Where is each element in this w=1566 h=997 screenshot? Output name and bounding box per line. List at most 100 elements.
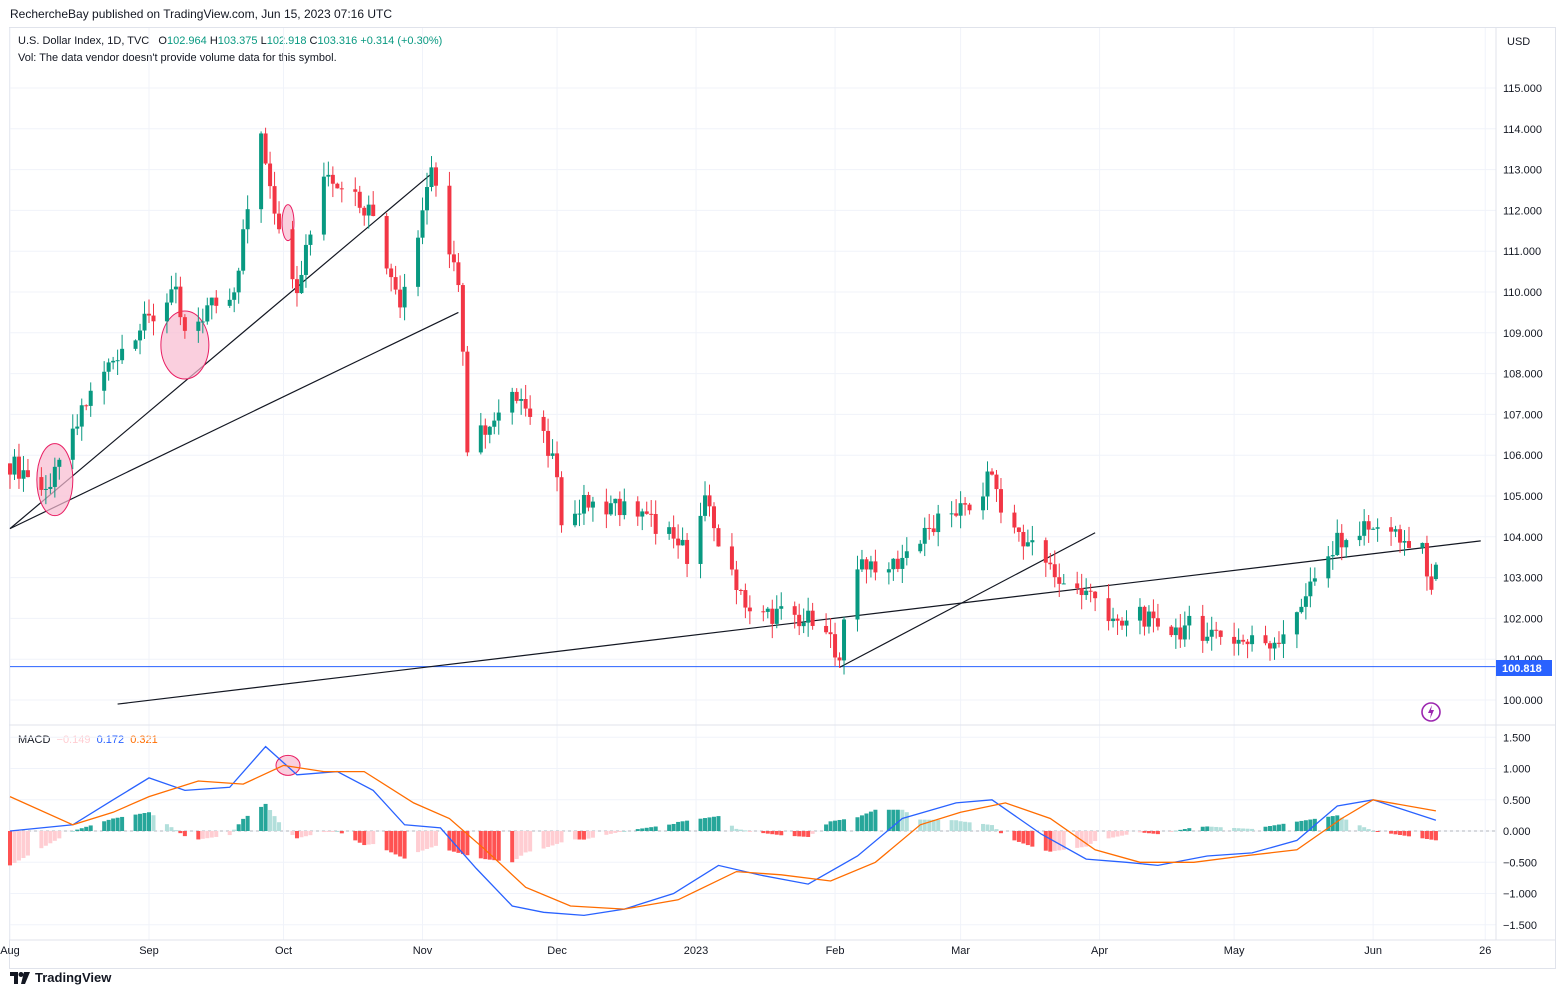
macd-histogram-bar (1088, 831, 1093, 844)
macd-histogram-bar (904, 812, 909, 831)
macd-histogram-bar (640, 828, 645, 831)
candle-up (958, 503, 963, 516)
price-tick-label: 104.000 (1503, 532, 1543, 544)
candle-down (25, 470, 30, 478)
candle-up (1335, 532, 1340, 556)
trendline-rising[interactable] (9, 311, 459, 530)
macd-histogram-bar (425, 831, 430, 849)
candle-down (272, 186, 277, 214)
macd-histogram-bar (1245, 828, 1250, 831)
candle-up (1303, 596, 1308, 607)
symbol-name[interactable]: U.S. Dollar Index, 1D, TVC (18, 35, 150, 47)
candle-down (1339, 532, 1344, 548)
candle-up (985, 471, 990, 497)
candle-down (433, 167, 438, 186)
macd-histogram-bar (981, 823, 986, 831)
macd-tick-label: 0.000 (1503, 826, 1531, 838)
candle-up (236, 270, 241, 293)
macd-histogram-bar (1155, 831, 1160, 835)
candle-down (994, 474, 999, 490)
candle-down (810, 610, 815, 626)
candle-up (1173, 627, 1178, 636)
candle-up (209, 297, 214, 306)
tradingview-logo[interactable]: TradingView (10, 970, 111, 985)
candle-up (581, 494, 586, 514)
macd-histogram-bar (855, 817, 860, 831)
candle-down (989, 471, 994, 475)
macd-histogram-bar (680, 821, 685, 831)
macd-histogram-bar (922, 819, 927, 831)
macd-histogram-bar (1115, 831, 1120, 837)
macd-histogram-bar (272, 816, 277, 831)
macd-histogram-bar (1398, 831, 1403, 835)
macd-histogram-bar (115, 817, 120, 831)
price-tick-label: 105.000 (1503, 491, 1543, 503)
currency-label: USD (1507, 36, 1530, 48)
candle-up (1236, 639, 1241, 644)
macd-histogram-bar (989, 825, 994, 831)
last-price-label: 100.818 (1502, 663, 1542, 675)
candle-up (703, 495, 708, 516)
macd-histogram-bar (1362, 827, 1367, 831)
candle-up (111, 360, 116, 363)
alert-icon[interactable] (1421, 702, 1441, 722)
candle-up (48, 486, 53, 489)
candle-up (102, 371, 107, 391)
macd-histogram-bar (227, 831, 232, 836)
macd-histogram-bar (1021, 831, 1026, 844)
candle-down (182, 317, 187, 331)
candle-down (393, 277, 398, 290)
trendline-channel[interactable] (839, 532, 1096, 668)
candle-up (1084, 590, 1089, 596)
candle-down (1268, 643, 1273, 649)
candle-up (321, 176, 326, 235)
macd-histogram-bar (954, 820, 959, 831)
macd-histogram-bar (1366, 829, 1371, 831)
candle-up (1344, 540, 1349, 548)
candle-up (855, 569, 860, 620)
candle-down (460, 285, 465, 352)
high-value: 103.375 (217, 35, 258, 47)
publisher-line: RechercheBay published on TradingView.co… (10, 7, 393, 21)
price-tick-label: 106.000 (1503, 450, 1543, 462)
macd-histogram-bar (120, 816, 125, 831)
low-label: L (260, 35, 267, 47)
candle-down (1245, 641, 1250, 645)
macd-histogram-bar (321, 831, 326, 833)
macd-histogram-bar (949, 820, 954, 831)
candle-up (1357, 535, 1362, 541)
macd-histogram-bar (303, 831, 308, 837)
candle-up (164, 302, 169, 322)
price-tick-label: 112.000 (1503, 205, 1542, 217)
candle-down (277, 213, 282, 230)
macd-histogram-bar (451, 831, 456, 852)
candle-up (698, 515, 703, 564)
candle-down (1021, 531, 1026, 547)
trendline-rising-steep[interactable] (9, 173, 432, 530)
macd-histogram-bar (496, 831, 501, 861)
macd-histogram-bar (420, 831, 425, 851)
macd-histogram-bar (590, 831, 595, 838)
candle-up (918, 543, 923, 552)
candle-down (330, 174, 335, 184)
candle-up (1393, 529, 1398, 532)
macd-histogram-bar (1169, 831, 1174, 832)
macd-histogram-bar (52, 831, 57, 841)
macd-histogram-bar (1393, 831, 1398, 835)
macd-histogram-bar (214, 831, 219, 837)
candle-down (541, 416, 546, 431)
candle-up (622, 501, 627, 516)
macd-histogram-bar (1043, 831, 1048, 851)
macd-histogram-bar (447, 831, 452, 851)
candle-up (205, 305, 210, 322)
macd-histogram-bar (676, 821, 681, 831)
macd-histogram-bar (1402, 831, 1407, 836)
candle-up (613, 498, 618, 504)
macd-histogram-bar (1182, 829, 1187, 831)
macd-histogram-bar (21, 831, 26, 859)
highlight-ellipse-macd[interactable] (275, 754, 301, 776)
macd-histogram-bar (1218, 827, 1223, 831)
candle-up (142, 313, 147, 331)
candle-up (779, 606, 784, 609)
